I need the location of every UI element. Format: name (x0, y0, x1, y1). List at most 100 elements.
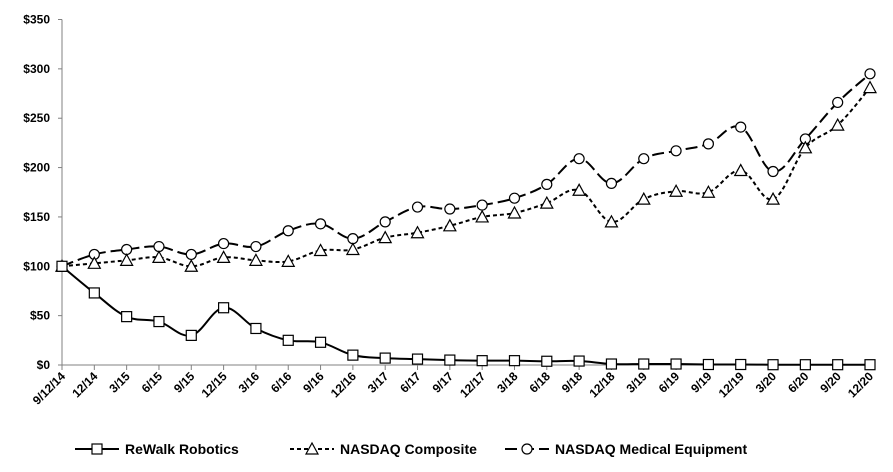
x-tick-label: 12/17 (457, 369, 488, 400)
data-point (670, 358, 682, 370)
x-tick-label: 12/19 (716, 369, 747, 400)
data-point (185, 248, 197, 261)
legend-label: ReWalk Robotics (125, 441, 239, 457)
data-point (313, 243, 328, 257)
data-point (282, 225, 294, 237)
data-point (410, 225, 425, 239)
data-point (766, 191, 781, 205)
legend-marker (521, 443, 533, 455)
data-point (475, 209, 490, 223)
data-point (442, 218, 457, 232)
data-point (733, 163, 748, 177)
y-tick-label: $100 (23, 259, 50, 273)
data-point (151, 250, 166, 264)
data-point (799, 359, 811, 371)
data-point (281, 254, 296, 267)
data-point (702, 358, 715, 371)
x-tick-label: 6/16 (268, 369, 295, 396)
data-point (56, 260, 68, 272)
data-point (573, 153, 585, 165)
data-point (119, 253, 134, 266)
data-point (636, 191, 651, 205)
data-point (572, 183, 587, 196)
data-point (121, 311, 133, 323)
x-tick-label: 3/17 (365, 369, 392, 396)
x-tick-label: 9/15 (171, 369, 198, 396)
x-tick-label: 6/20 (785, 369, 812, 396)
data-point (347, 233, 359, 245)
data-point (832, 359, 844, 371)
data-point (541, 355, 553, 367)
data-point (507, 205, 522, 219)
x-tick-label: 9/20 (817, 369, 844, 396)
data-point (411, 353, 424, 365)
legend-item: ReWalk Robotics (75, 441, 239, 457)
data-point (250, 240, 262, 253)
x-tick-label: 6/15 (139, 369, 166, 396)
data-point (218, 237, 230, 250)
legend: ReWalk Robotics NASDAQ Composite NASDAQ Me… (75, 441, 747, 457)
y-tick-label: $250 (23, 111, 50, 125)
data-point (282, 334, 294, 346)
data-point (153, 240, 165, 253)
data-point (444, 354, 456, 366)
x-tick-label: 6/17 (397, 369, 424, 396)
legend-item: NASDAQ Composite (290, 441, 477, 457)
data-point (864, 359, 876, 371)
data-point (735, 358, 747, 371)
x-tick-label: 3/18 (494, 369, 521, 396)
data-point (605, 358, 618, 370)
x-tick-label: 12/14 (69, 369, 100, 400)
data-point (184, 259, 199, 272)
data-point (508, 192, 521, 204)
data-point (638, 153, 650, 165)
legend-marker (91, 443, 103, 455)
data-point (87, 256, 102, 269)
data-point (669, 184, 684, 197)
x-tick-label: 12/20 (845, 369, 876, 400)
x-tick-label: 3/15 (106, 369, 133, 396)
x-tick-label: 9/16 (300, 369, 327, 396)
legend-label: NASDAQ Composite (340, 441, 477, 457)
x-tick-label: 9/19 (688, 369, 715, 396)
legend-marker (304, 441, 320, 455)
data-point (347, 349, 359, 361)
data-point (798, 140, 813, 154)
data-point (379, 216, 391, 228)
data-point (605, 177, 618, 189)
data-point (604, 214, 619, 228)
data-point (216, 250, 231, 264)
data-point (638, 358, 650, 370)
data-point (378, 230, 393, 244)
y-tick-label: $0 (37, 358, 51, 372)
series-nasdaq-medical-equipment (56, 68, 876, 272)
data-point (185, 329, 197, 341)
series-line (61, 265, 870, 366)
data-point (862, 80, 878, 94)
data-point (830, 117, 845, 131)
data-point (476, 355, 488, 367)
series-line (61, 86, 871, 268)
data-point (508, 355, 521, 367)
y-tick-label: $200 (23, 161, 50, 175)
data-point (314, 218, 327, 230)
data-point (444, 203, 456, 215)
x-tick-label: 9/18 (559, 369, 586, 396)
series-line (61, 73, 871, 268)
series-nasdaq-composite (54, 80, 878, 272)
x-tick-label: 9/17 (430, 369, 457, 396)
data-point (701, 184, 716, 198)
legend-label: NASDAQ Medical Equipment (555, 441, 747, 457)
x-tick-label: 6/18 (527, 369, 554, 396)
data-point (345, 242, 360, 256)
legend-item: NASDAQ Medical Equipment (505, 441, 747, 457)
data-point (250, 322, 262, 335)
y-tick-label: $300 (23, 62, 50, 76)
data-point (767, 359, 779, 371)
y-tick-label: $150 (23, 210, 50, 224)
y-tick-label: $50 (30, 309, 50, 323)
data-point (767, 165, 779, 178)
series-group (54, 68, 878, 371)
data-point (476, 199, 488, 211)
